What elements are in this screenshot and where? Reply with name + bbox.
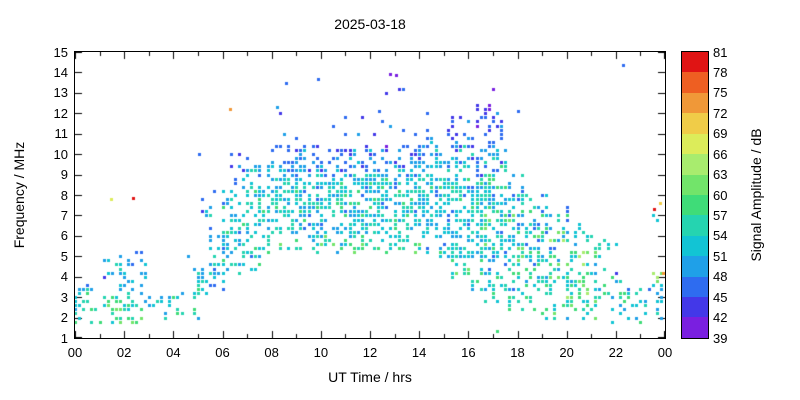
colorbar-tick-label: 78 <box>713 64 728 80</box>
x-axis-tick-label: 06 <box>215 345 230 360</box>
colorbar-band <box>682 154 708 175</box>
y-axis-tick-label: 4 <box>60 269 68 285</box>
colorbar-tick-label: 45 <box>713 289 728 305</box>
x-axis-tick-label: 22 <box>608 345 624 360</box>
y-axis-tick-label: 8 <box>60 187 68 203</box>
y-axis-tick-label: 1 <box>60 330 68 346</box>
colorbar-tick-label: 57 <box>713 207 728 223</box>
y-axis-tick-label: 12 <box>53 105 68 121</box>
y-axis-tick-label: 13 <box>53 85 68 101</box>
colorbar-band <box>682 297 708 318</box>
x-axis-tick-label: 00 <box>657 345 673 360</box>
x-axis-tick-label: 00 <box>67 345 83 360</box>
colorbar-tick-label: 75 <box>713 85 728 101</box>
x-axis-tick-label: 18 <box>510 345 525 360</box>
colorbar-tick-label: 69 <box>713 126 728 142</box>
y-axis-tick-label: 11 <box>54 126 69 142</box>
x-axis-tick-label: 02 <box>116 345 132 360</box>
colorbar-tick-label: 66 <box>713 146 728 162</box>
x-axis-tick-label: 14 <box>411 345 427 360</box>
y-axis-tick-label: 6 <box>60 228 68 244</box>
colorbar-band <box>682 92 708 114</box>
y-axis-tick-label: 10 <box>53 146 68 162</box>
colorbar <box>681 51 709 339</box>
colorbar-band <box>682 52 708 73</box>
y-axis-tick-label: 14 <box>53 64 68 80</box>
colorbar-band <box>682 256 708 277</box>
colorbar-band <box>682 276 708 298</box>
colorbar-axis-label: Signal Amplitude / dB <box>748 128 764 262</box>
colorbar-tick-label: 39 <box>713 330 728 346</box>
y-axis-tick-label: 3 <box>60 289 68 305</box>
y-axis-tick-label: 9 <box>60 167 68 183</box>
y-axis-tick-label: 15 <box>53 44 68 60</box>
y-axis-label: Frequency / MHz <box>11 141 27 249</box>
chart-title: 2025-03-18 <box>334 16 406 32</box>
y-axis-tick-label: 2 <box>60 310 68 326</box>
colorbar-tick-label: 51 <box>713 248 728 264</box>
y-axis-tick-label: 7 <box>60 207 68 223</box>
colorbar-tick-label: 48 <box>713 269 728 285</box>
x-axis-label: UT Time / hrs <box>328 369 412 385</box>
x-axis-tick-label: 08 <box>264 345 279 360</box>
x-axis-tick-label: 20 <box>559 345 574 360</box>
colorbar-tick-label: 54 <box>713 228 728 244</box>
colorbar-tick-label: 72 <box>713 105 728 121</box>
x-axis-tick-label: 10 <box>313 345 329 360</box>
colorbar-band <box>682 174 708 195</box>
x-axis-tick-label: 12 <box>362 345 378 360</box>
colorbar-band <box>682 215 708 236</box>
colorbar-band <box>682 235 708 257</box>
colorbar-band <box>682 113 708 134</box>
colorbar-tick-label: 42 <box>713 310 728 326</box>
colorbar-band <box>682 194 708 216</box>
x-axis-tick-label: 04 <box>166 345 181 360</box>
colorbar-tick-label: 60 <box>713 187 728 203</box>
y-axis-tick-label: 5 <box>60 248 68 264</box>
colorbar-tick-label: 81 <box>713 44 728 60</box>
colorbar-band <box>682 317 708 338</box>
colorbar-band <box>682 72 708 93</box>
x-axis-tick-label: 16 <box>461 345 476 360</box>
colorbar-band <box>682 133 708 155</box>
colorbar-tick-label: 63 <box>713 167 728 183</box>
scatter-plot-canvas <box>75 52 665 338</box>
